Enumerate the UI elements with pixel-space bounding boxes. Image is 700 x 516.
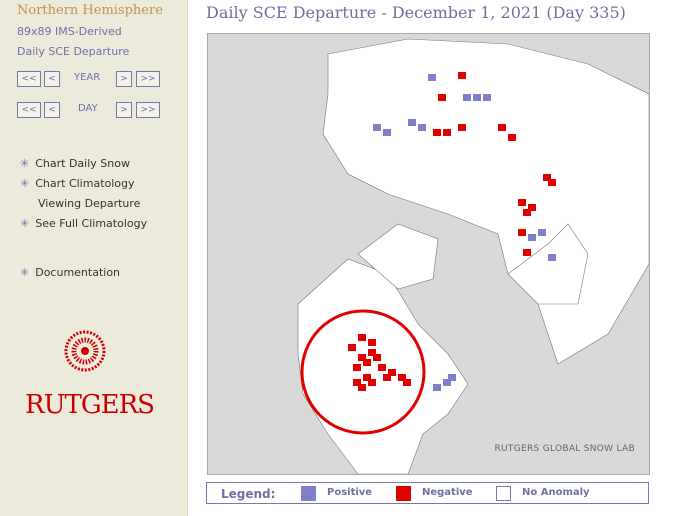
negative-cell [398,374,406,381]
legend-swatch-positive [301,486,316,501]
day-prev-button[interactable]: < [44,102,60,118]
view-label: Daily SCE Departure [17,45,130,58]
negative-cell [458,72,466,79]
negative-cell [518,229,526,236]
positive-cell [448,374,456,381]
negative-cell [528,204,536,211]
menu-documentation[interactable]: ✳ Documentation [20,266,121,279]
page-title: Daily SCE Departure - December 1, 2021 (… [206,3,626,22]
positive-cell [528,234,536,241]
negative-cell [363,359,371,366]
menu-see-full-climatology[interactable]: ✳ See Full Climatology [20,217,148,230]
negative-cell [358,334,366,341]
negative-cell [353,364,361,371]
legend-title: Legend: [221,487,276,501]
positive-cell [548,254,556,261]
negative-cell [353,379,361,386]
day-nav: << < DAY > >> [17,102,162,118]
legend-positive: Positive [327,487,373,498]
negative-cell [443,129,451,136]
negative-cell [373,354,381,361]
negative-cell [348,344,356,351]
snow-departure-map[interactable]: RUTGERS GLOBAL SNOW LAB [207,33,650,475]
negative-cell [358,354,366,361]
legend: Legend: Positive Negative No Anomaly [206,482,649,504]
positive-cell [463,94,471,101]
asterisk-icon: ✳ [20,266,30,279]
asterisk-icon: ✳ [20,157,30,170]
negative-cell [438,94,446,101]
positive-cell [473,94,481,101]
day-label: DAY [78,103,98,114]
positive-cell [418,124,426,131]
greenland-landmass [357,223,439,290]
map-credit: RUTGERS GLOBAL SNOW LAB [494,444,635,454]
positive-cell [483,94,491,101]
negative-cell [523,209,531,216]
positive-cell [373,124,381,131]
positive-cell [538,229,546,236]
highlight-circle [300,309,426,435]
positive-cell [443,379,451,386]
europe-landmass [507,223,589,305]
region-title: Northern Hemisphere [17,3,163,18]
day-last-button[interactable]: >> [136,102,160,118]
map-canvas [297,38,650,475]
year-next-button[interactable]: > [116,71,132,87]
negative-cell [358,384,366,391]
negative-cell [368,349,376,356]
asterisk-icon: ✳ [20,177,30,190]
negative-cell [458,124,466,131]
negative-cell [378,364,386,371]
negative-cell [388,369,396,376]
positive-cell [383,129,391,136]
product-label: 89x89 IMS-Derived [17,25,122,38]
negative-cell [368,339,376,346]
negative-cell [543,174,551,181]
asterisk-icon: ✳ [20,217,30,230]
legend-no-anomaly: No Anomaly [522,487,590,498]
legend-swatch-no-anomaly [496,486,511,501]
negative-cell [368,379,376,386]
negative-cell [383,374,391,381]
negative-cell [518,199,526,206]
legend-swatch-negative [396,486,411,501]
rutgers-logo: RUTGERS [25,390,155,420]
negative-cell [548,179,556,186]
menu-chart-climatology[interactable]: ✳ Chart Climatology [20,177,135,190]
day-first-button[interactable]: << [17,102,41,118]
negative-cell [498,124,506,131]
year-label: YEAR [74,72,101,83]
year-first-button[interactable]: << [17,71,41,87]
negative-cell [508,134,516,141]
negative-cell [523,249,531,256]
year-prev-button[interactable]: < [44,71,60,87]
legend-negative: Negative [422,487,473,498]
negative-cell [403,379,411,386]
positive-cell [433,384,441,391]
positive-cell [428,74,436,81]
year-nav: << < YEAR > >> [17,71,162,87]
year-last-button[interactable]: >> [136,71,160,87]
rutgers-seal-icon [64,330,106,372]
day-next-button[interactable]: > [116,102,132,118]
menu-chart-daily-snow[interactable]: ✳ Chart Daily Snow [20,157,130,170]
sidebar: Northern Hemisphere 89x89 IMS-Derived Da… [0,0,188,516]
negative-cell [363,374,371,381]
menu-viewing-departure: Viewing Departure [38,197,141,210]
negative-cell [433,129,441,136]
positive-cell [408,119,416,126]
